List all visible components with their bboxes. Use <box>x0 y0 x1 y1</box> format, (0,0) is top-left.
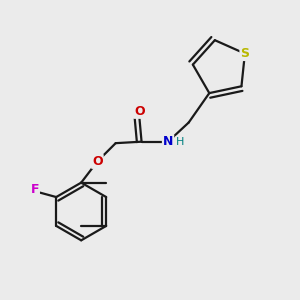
Text: O: O <box>134 105 145 118</box>
Text: H: H <box>176 137 184 147</box>
Text: S: S <box>240 47 249 60</box>
Text: O: O <box>92 155 103 168</box>
Text: N: N <box>163 135 173 148</box>
Text: F: F <box>31 183 39 196</box>
